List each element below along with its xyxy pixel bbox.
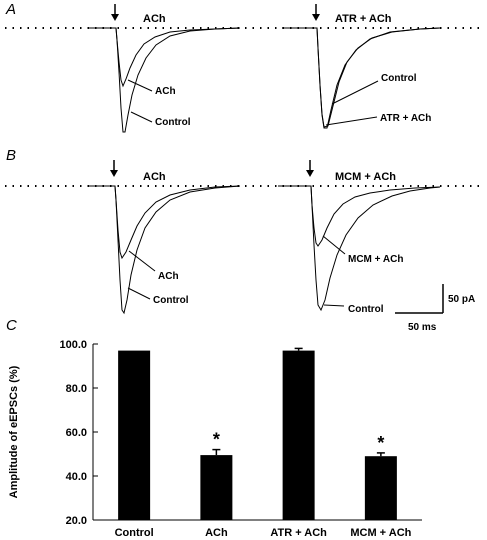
trace-control-b-right	[278, 185, 441, 312]
x-tick-label: ACh	[205, 527, 228, 539]
callout-mcm-b-right: MCM + ACh	[348, 254, 403, 265]
trace-atr-a-right	[282, 27, 441, 128]
trace-title-a-left: ACh	[143, 13, 166, 25]
trace-title-b-left: ACh	[143, 171, 166, 183]
panel-b-letter: B	[6, 147, 16, 164]
callout-line	[127, 79, 153, 92]
significance-marker: *	[377, 433, 384, 453]
callout-control-a-right: Control	[381, 73, 417, 84]
panel-c: C 20.0 40.0 60.0 80.0 100.0 Amplitude of eEPS…	[6, 317, 422, 539]
y-tick-label: 40.0	[66, 471, 87, 483]
callout-line	[325, 116, 378, 126]
y-tick-label: 80.0	[66, 383, 87, 395]
y-tick-label: 20.0	[66, 515, 87, 527]
panel-a: A ACh ATR + ACh ACh Control Control ATR …	[5, 1, 485, 133]
callout-ach-b-left: ACh	[158, 271, 179, 282]
callout-line	[323, 304, 345, 307]
trace-ach-b-left	[88, 185, 241, 260]
y-tick-label: 100.0	[59, 339, 87, 351]
bar	[200, 455, 233, 520]
trace-control-b-left	[88, 185, 241, 315]
panel-c-letter: C	[6, 317, 17, 334]
trace-title-a-right: ATR + ACh	[335, 13, 392, 25]
callout-line	[322, 235, 346, 255]
scale-bar-vertical-label: 50 pA	[448, 294, 475, 305]
bar	[282, 350, 315, 520]
callout-line	[130, 111, 153, 123]
stimulus-arrow-icon	[110, 160, 118, 177]
bar-chart: 20.0 40.0 60.0 80.0 100.0 Amplitude of eEPSCs…	[8, 339, 422, 539]
significance-marker: *	[213, 430, 220, 450]
stimulus-arrow-icon	[312, 4, 320, 21]
panel-a-letter: A	[5, 1, 16, 18]
x-tick-label: ATR + ACh	[270, 527, 327, 539]
bar	[118, 350, 151, 520]
bar	[364, 456, 397, 520]
x-tick-label: Control	[115, 527, 154, 539]
callout-control-b-right: Control	[348, 304, 384, 315]
stimulus-arrow-icon	[306, 160, 314, 177]
y-tick-label: 60.0	[66, 427, 87, 439]
callout-control-b-left: Control	[153, 295, 189, 306]
trace-title-b-right: MCM + ACh	[335, 171, 396, 183]
x-tick-label: MCM + ACh	[350, 527, 411, 539]
callout-ach-a-left: ACh	[155, 86, 176, 97]
trace-mcm-b-right	[278, 185, 441, 247]
callout-control-a-left: Control	[155, 117, 191, 128]
trace-ach-a-left	[88, 27, 241, 88]
callout-line	[331, 80, 379, 105]
callout-line	[128, 250, 156, 272]
y-axis-label: Amplitude of eEPSCs (%)	[8, 365, 20, 498]
stimulus-arrow-icon	[111, 4, 119, 21]
scale-bar-horizontal-label: 50 ms	[408, 322, 437, 333]
callout-atr-a-right: ATR + ACh	[380, 113, 431, 124]
panel-b: B ACh MCM + ACh ACh Control MCM + ACh Co…	[5, 147, 485, 333]
callout-line	[127, 287, 151, 300]
scale-bar: 50 pA 50 ms	[395, 284, 475, 333]
